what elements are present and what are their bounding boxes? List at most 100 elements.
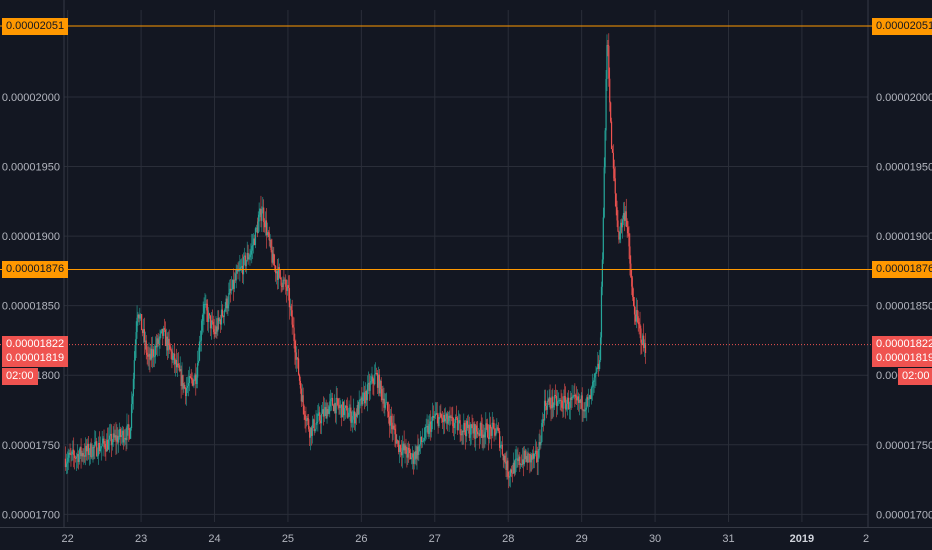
candle-up [366,384,369,401]
candle-up [210,320,212,329]
candle-down [378,374,380,394]
candle-down [476,431,479,435]
candle-down [415,451,417,459]
candle-up [126,425,128,441]
candle-up [326,409,328,419]
candle-up [457,422,459,431]
candle-down [180,369,182,386]
candle-down [346,405,348,418]
candle-down [98,442,101,452]
candle-up [521,459,524,466]
candle-down [535,450,537,452]
candle-down [147,354,149,357]
candle-down [587,397,589,400]
candle-down [105,449,107,452]
candle-up [384,405,386,408]
candle-up [578,399,581,403]
candle-down [70,454,72,456]
candle-down [185,388,187,397]
candle-down [598,363,600,370]
candle-up [541,423,543,442]
candle-down [307,418,309,420]
candle-up [318,412,320,414]
candle-down [166,336,168,351]
candle-up [106,439,108,452]
candle-down [405,445,407,454]
candle-down [299,380,302,389]
candle-down [300,388,302,402]
candle-down [519,456,521,466]
candle-down [607,45,609,46]
candle-down [149,353,151,360]
candle-down [216,326,218,332]
candle-down [357,405,359,415]
price-level-tag-right: 0.00001822 [872,336,932,354]
candle-down [398,440,400,452]
candle-down [119,429,122,437]
candle-down [74,458,77,459]
candle-up [320,413,323,424]
candle-down [440,412,442,418]
candle-up [514,459,516,474]
candle-up [266,232,268,236]
candle-down [443,415,446,422]
candle-down [437,414,439,427]
candle-up [435,413,437,415]
candle-up [140,314,142,316]
candle-down [113,433,115,438]
candle-up [76,454,78,457]
candle-down [637,316,639,323]
candle-down [380,380,382,390]
x-tick-label: 29 [576,533,588,545]
candle-down [211,320,213,322]
candle-down [287,285,290,289]
candle-down [178,365,180,371]
candle-down [505,461,507,470]
candle-down [381,389,383,401]
candle-down [373,383,375,385]
candle-down [164,329,167,346]
candle-up [424,426,426,438]
candle-up [605,79,607,131]
candle-up [401,448,403,456]
candle-down [268,232,270,241]
candle-up [606,45,608,80]
candle-up [413,459,415,464]
candle-down [409,452,412,460]
x-tick-label: 23 [135,533,147,545]
candle-up [133,360,135,379]
candle-up [379,380,381,394]
candle-down [616,207,618,221]
candle-up [465,420,468,437]
candle-down [190,377,192,379]
candle-up [83,455,85,457]
candle-up [235,273,237,281]
candle-down [214,331,216,335]
candle-down [331,397,334,406]
candle-down [629,246,631,264]
candle-up [484,432,486,438]
candle-up [275,271,278,274]
candle-up [250,250,252,255]
candle-down [122,430,124,443]
x-tick-label: 26 [355,533,367,545]
candle-up [328,406,330,414]
candle-up [389,415,391,426]
candle-down [529,454,531,463]
candle-up [594,373,596,378]
candle-down [521,464,523,466]
candle-down [345,405,347,407]
candle-down [222,316,224,317]
candle-up [416,446,418,459]
candle-down [460,434,462,436]
candle-down [334,403,336,414]
candle-down [508,476,510,478]
candle-up [347,416,349,418]
candle-down [313,419,315,432]
candle-up [241,265,243,267]
candle-up [516,458,518,460]
candle-down [501,444,503,455]
candle-up [198,341,201,361]
y-tick-label-left: 0.00001900 [2,231,60,243]
